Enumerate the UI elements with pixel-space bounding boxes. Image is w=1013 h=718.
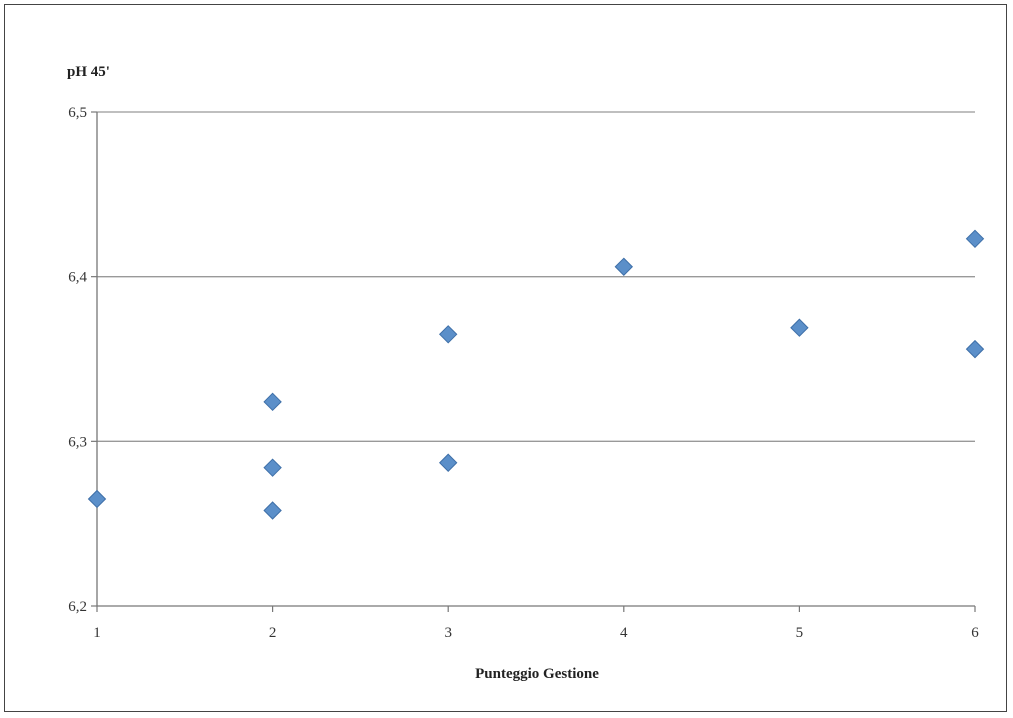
data-point [263, 458, 282, 477]
y-tick-label: 6,3 [68, 434, 87, 450]
x-tick-label: 3 [444, 625, 452, 641]
y-tick-label: 6,4 [68, 270, 87, 286]
x-tick-label: 2 [269, 625, 277, 641]
x-tick-label: 6 [971, 625, 979, 641]
data-point [438, 325, 458, 344]
x-tick-label: 4 [620, 625, 628, 641]
y-tick-label: 6,2 [68, 599, 87, 615]
grid-layer [97, 111, 975, 442]
points-layer [87, 229, 985, 520]
ticks-layer: 6,2 6,3 6,4 6,5 1 2 3 4 5 6 [68, 105, 979, 641]
scatter-chart: 6,2 6,3 6,4 6,5 1 2 3 4 5 6 pH 45' Punteggio Gest… [67, 64, 985, 682]
data-point [965, 229, 985, 249]
x-tick-label: 5 [796, 625, 804, 641]
data-point [438, 453, 458, 472]
data-point [263, 392, 282, 412]
x-axis-title: Punteggio Gestione [475, 666, 599, 682]
y-axis-title: pH 45' [67, 64, 110, 80]
chart-frame: 6,2 6,3 6,4 6,5 1 2 3 4 5 6 pH 45' Punteggio Gest… [4, 4, 1007, 712]
data-point [87, 489, 107, 509]
axis-layer [96, 112, 975, 607]
data-point [790, 318, 809, 337]
data-point [965, 339, 985, 359]
data-point [263, 501, 282, 520]
data-point [614, 257, 634, 276]
y-tick-label: 6,5 [68, 105, 87, 121]
x-tick-label: 1 [93, 625, 101, 641]
